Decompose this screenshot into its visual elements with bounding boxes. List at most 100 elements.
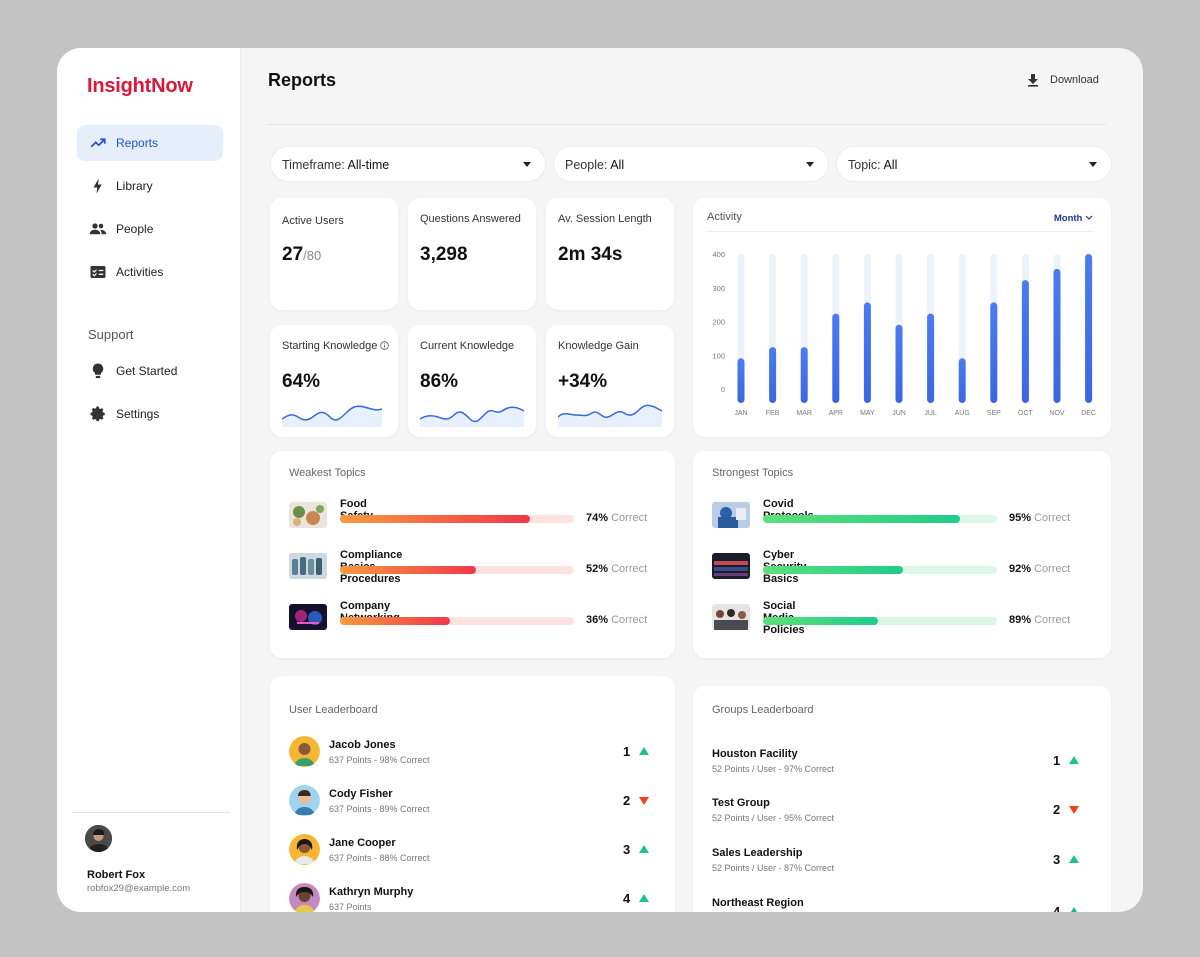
brand-logo[interactable]: InsightNow <box>87 75 193 97</box>
x-tick-label: NOV <box>1049 410 1065 417</box>
group-stats: 52 Points / User - 97% Correct <box>712 764 835 774</box>
stat-label: Current Knowledge <box>420 340 515 352</box>
starting-knowledge-card: Starting Knowledge 64% <box>270 325 398 437</box>
avatar <box>289 834 320 865</box>
sidebar-item-label: Reports <box>116 136 159 150</box>
card-title: User Leaderboard <box>289 704 378 716</box>
activity-bar-chart: 400 300 200 100 0 JAN FEB MAR APR MAY JUN JUL AUG SEP… <box>712 250 1096 417</box>
rank-number: 2 <box>1053 802 1061 817</box>
sidebar-item-reports[interactable]: Reports <box>77 125 223 161</box>
filter-key: Timeframe: <box>282 158 345 172</box>
trend-down-icon <box>639 797 649 805</box>
rank-number: 2 <box>623 793 631 808</box>
stat-value: 2m 34s <box>558 244 623 265</box>
x-tick-label: JUN <box>892 410 906 417</box>
bar <box>800 347 808 403</box>
x-tick-label: JAN <box>734 410 747 417</box>
topic-score: 52% Correct <box>586 563 648 575</box>
vials-thumbnail <box>289 553 327 579</box>
rank-number: 1 <box>1053 753 1061 768</box>
covid-thumbnail <box>712 502 750 528</box>
leaderboard-row[interactable]: Jacob Jones 637 Points - 98% Correct 1 <box>289 736 659 772</box>
filter-value: All <box>610 158 625 172</box>
progress-fill <box>340 617 450 625</box>
card-title: Weakest Topics <box>289 467 366 479</box>
sidebar-item-get-started[interactable]: Get Started <box>77 353 223 389</box>
timeframe-filter[interactable]: Timeframe: All-time <box>270 146 546 182</box>
leaderboard-row[interactable]: Cody Fisher 637 Points - 89% Correct 2 <box>289 785 659 821</box>
stat-total: /80 <box>303 248 322 263</box>
leaderboard-row[interactable]: Jane Cooper 637 Points - 88% Correct 3 <box>289 834 659 870</box>
weakest-topics-card: Weakest Topics Food Safety 74% Correct C… <box>270 451 675 658</box>
avatar <box>289 785 320 816</box>
stat-label: Questions Answered <box>420 213 521 225</box>
group-name: Test Group <box>712 797 770 809</box>
bar <box>927 313 935 403</box>
card-title: Groups Leaderboard <box>712 704 814 716</box>
trending-up-icon <box>90 138 106 148</box>
sidebar-item-activities[interactable]: Activities <box>77 254 223 290</box>
sidebar-item-settings[interactable]: Settings <box>77 396 223 432</box>
stat-value: 86% <box>420 371 459 392</box>
keyboard-thumbnail <box>712 553 750 579</box>
topic-filter[interactable]: Topic: All <box>836 146 1112 182</box>
avatar <box>289 736 320 767</box>
bar <box>863 302 871 403</box>
progress-fill <box>763 617 878 625</box>
progress-track <box>340 617 574 625</box>
activity-title: Activity <box>707 211 742 223</box>
checklist-icon <box>90 266 106 278</box>
bolt-icon <box>93 178 102 194</box>
group-name: Sales Leadership <box>712 847 803 859</box>
period-select[interactable]: Month <box>1054 213 1093 224</box>
leaderboard-row[interactable]: Sales Leadership 52 Points / User - 87% … <box>712 847 1082 883</box>
sidebar-item-people[interactable]: People <box>77 211 223 247</box>
trend-down-icon <box>1069 806 1079 814</box>
progress-track <box>340 566 574 574</box>
leaderboard-row[interactable]: Kathryn Murphy 637 Points 4 <box>289 883 659 912</box>
x-tick-label: MAR <box>796 410 812 417</box>
leaderboard-row[interactable]: Test Group 52 Points / User - 95% Correc… <box>712 797 1082 833</box>
topic-name: Compliance Basics Procedures <box>340 549 403 585</box>
stat-label: Active Users <box>282 215 344 227</box>
trend-up-icon <box>1069 907 1079 912</box>
download-label: Download <box>1050 74 1099 86</box>
x-tick-label: MAY <box>860 410 875 417</box>
chevron-down-icon <box>1085 215 1093 220</box>
x-tick-label: SEP <box>987 410 1001 417</box>
active-users-card: Active Users 27/80 <box>270 198 398 310</box>
sidebar-item-library[interactable]: Library <box>77 168 223 204</box>
social-media-thumbnail <box>712 604 750 630</box>
activity-card: Activity Month 400 300 200 100 0 JAN FEB MAR APR… <box>693 198 1111 437</box>
bar <box>1053 268 1061 403</box>
questions-answered-card: Questions Answered 3,298 <box>408 198 536 310</box>
stat-value: 27/80 <box>282 244 322 265</box>
progress-fill <box>763 566 904 574</box>
progress-fill <box>340 515 530 523</box>
support-heading: Support <box>88 327 134 342</box>
sidebar-item-label: Activities <box>116 265 164 279</box>
people-filter[interactable]: People: All <box>553 146 829 182</box>
filter-value: All-time <box>347 158 390 172</box>
header-divider <box>268 124 1106 125</box>
filter-value: All <box>883 158 898 172</box>
topic-score: 74% Correct <box>586 512 648 524</box>
info-icon[interactable] <box>380 341 390 350</box>
progress-track <box>763 617 997 625</box>
stat-value: +34% <box>558 371 608 392</box>
group-stats: 52 Points / User - 95% Correct <box>712 813 835 823</box>
user-avatar[interactable] <box>85 825 112 852</box>
bar <box>1085 254 1093 403</box>
leaderboard-row[interactable]: Houston Facility 52 Points / User - 97% … <box>712 748 1082 784</box>
topic-score: 89% Correct <box>1009 614 1071 626</box>
download-button[interactable]: Download <box>1026 73 1099 87</box>
filter-key: Topic: <box>848 158 881 172</box>
sparkline <box>282 405 382 427</box>
people-icon <box>89 223 107 235</box>
trend-up-icon <box>1069 756 1079 764</box>
stat-label: Av. Session Length <box>558 213 652 225</box>
y-tick-label: 300 <box>712 284 725 293</box>
bar <box>1021 280 1029 403</box>
leaderboard-row[interactable]: Northeast Region 4 <box>712 897 1082 912</box>
user-leaderboard-card: User Leaderboard Jacob Jones 637 Points … <box>270 676 675 912</box>
